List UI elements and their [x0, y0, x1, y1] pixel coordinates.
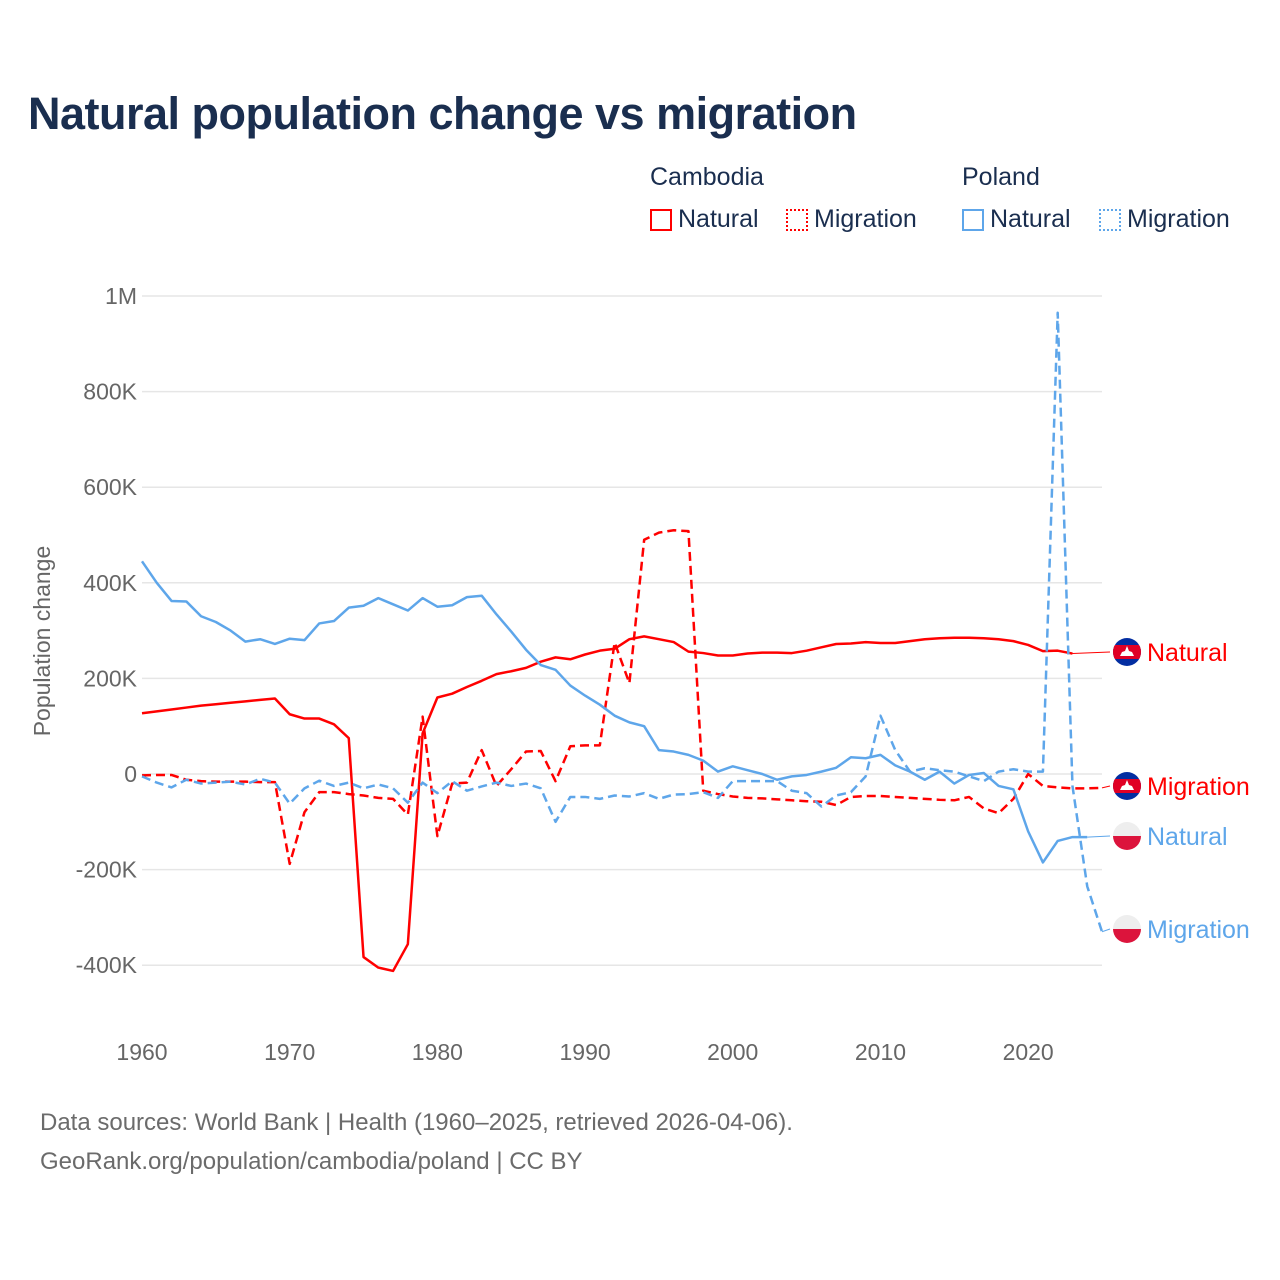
flag-red: [1113, 836, 1141, 850]
y-tick-label: 0: [124, 761, 137, 787]
end-label-connector: [1101, 928, 1111, 933]
end-label: Migration: [1147, 916, 1250, 944]
y-tick-label: 600K: [83, 474, 137, 500]
temple-icon: [1120, 780, 1134, 790]
legend-poland-natural[interactable]: Natural: [962, 205, 1071, 234]
x-tick-label: 2010: [855, 1039, 906, 1065]
x-tick-label: 1970: [264, 1039, 315, 1065]
flag-body: [1113, 638, 1141, 666]
legend-cambodia-migration[interactable]: Migration: [786, 205, 917, 234]
legend-swatch-dotted: [1099, 208, 1121, 231]
legend-group-poland: Poland: [962, 163, 1040, 191]
end-label: Natural: [1147, 639, 1228, 667]
end-label: Natural: [1147, 823, 1228, 851]
legend-cambodia-natural[interactable]: Natural: [650, 205, 759, 234]
legend-swatch-solid: [962, 208, 984, 231]
flag-red: [1113, 929, 1141, 943]
x-tick-label: 2020: [1003, 1039, 1054, 1065]
poland-flag-icon: [1113, 822, 1141, 850]
chart-title: Natural population change vs migration: [28, 88, 857, 139]
series-line-poland-migration: [141, 311, 1104, 933]
legend-label: Migration: [814, 205, 917, 233]
footer-link[interactable]: GeoRank.org/population/cambodia/poland |…: [40, 1148, 583, 1175]
y-tick-label: 800K: [83, 379, 137, 405]
legend-label: Migration: [1127, 205, 1230, 233]
y-tick-label: 200K: [83, 665, 137, 691]
x-tick-label: 1990: [559, 1039, 610, 1065]
flag-body: [1113, 915, 1141, 943]
flag-white: [1113, 822, 1141, 836]
end-label: Migration: [1147, 773, 1250, 801]
y-tick-label: -400K: [76, 952, 138, 978]
footer-sources: Data sources: World Bank | Health (1960–…: [40, 1109, 793, 1136]
legend-label: Natural: [678, 205, 759, 233]
legend-group-cambodia: Cambodia: [650, 163, 764, 191]
flag-white: [1113, 915, 1141, 929]
x-tick-label: 2000: [707, 1039, 758, 1065]
temple-icon: [1120, 646, 1134, 656]
x-tick-label: 1980: [412, 1039, 463, 1065]
x-tick-label: 1960: [116, 1039, 167, 1065]
legend-swatch-dotted: [786, 208, 808, 231]
series-line-cambodia-natural: [141, 635, 1073, 973]
end-label-connector: [1101, 785, 1111, 789]
series-line-poland-natural: [140, 560, 1088, 864]
legend-poland-migration[interactable]: Migration: [1099, 205, 1230, 234]
y-tick-label: 400K: [83, 570, 137, 596]
legend-label: Natural: [990, 205, 1071, 233]
flag-body: [1113, 772, 1141, 800]
legend-swatch-solid: [650, 208, 672, 231]
series-line-cambodia-migration: [141, 528, 1103, 866]
y-axis-label: Population change: [29, 546, 55, 737]
flag-body: [1113, 822, 1141, 850]
end-label-connector: [1087, 835, 1111, 838]
y-tick-label: -200K: [76, 857, 138, 883]
y-tick-label: 1M: [105, 283, 137, 309]
cambodia-flag-icon: [1113, 772, 1141, 800]
cambodia-flag-icon: [1113, 638, 1141, 666]
poland-flag-icon: [1113, 915, 1141, 943]
end-label-connector: [1072, 651, 1111, 655]
